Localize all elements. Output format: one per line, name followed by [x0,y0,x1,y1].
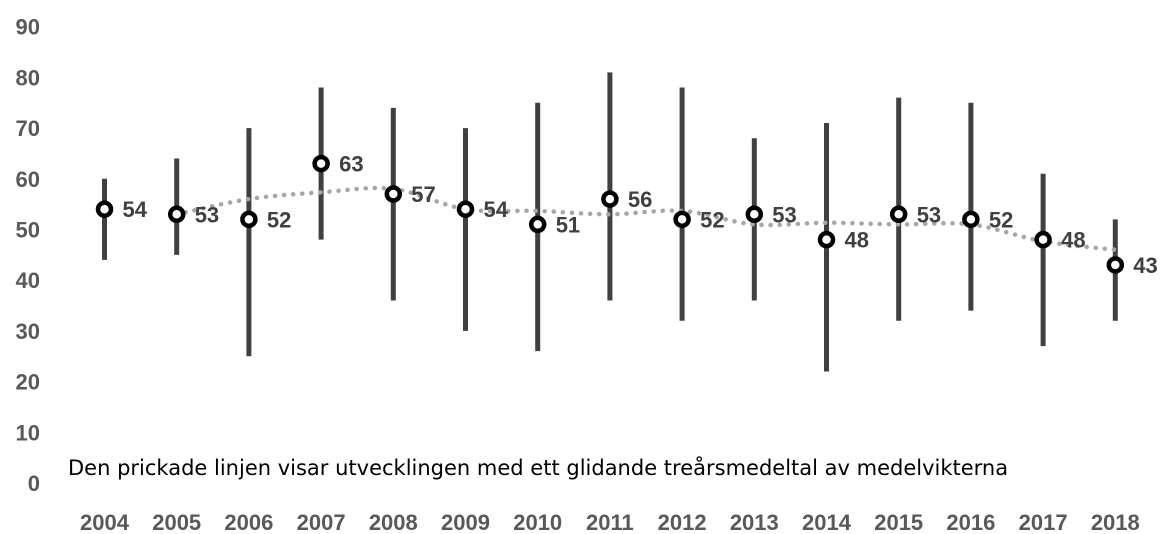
mean-marker [528,215,547,234]
data-label: 53 [772,202,796,227]
chart-annotation: Den prickade linjen visar utvecklingen m… [68,455,1008,480]
mean-marker [1106,256,1125,274]
mean-marker [962,210,980,229]
y-tick-label: 30 [16,319,40,344]
y-tick-label: 0 [28,471,40,496]
data-label: 43 [1133,253,1157,278]
mean-marker [240,210,258,229]
x-tick-label: 2016 [946,510,995,534]
x-tick-label: 2015 [874,510,923,534]
x-tick-label: 2005 [152,510,201,534]
data-label: 51 [556,212,580,237]
mean-marker [456,200,475,218]
mean-markers [95,154,1125,274]
x-tick-label: 2018 [1091,510,1140,534]
mean-marker [889,205,908,224]
mean-marker [673,210,691,229]
x-tick-label: 2013 [730,510,779,534]
data-label: 48 [845,228,869,253]
data-label: 63 [339,152,363,177]
y-tick-label: 40 [16,268,40,293]
data-label: 54 [484,197,509,222]
data-label: 52 [989,207,1013,232]
x-tick-label: 2017 [1019,510,1068,534]
data-label: 54 [123,197,148,222]
data-label: 53 [917,202,941,227]
moving-average-line [174,185,1118,253]
data-label: 56 [628,187,652,212]
x-tick-label: 2014 [802,510,852,534]
x-tick-label: 2011 [586,510,634,534]
x-axis: 2004 2005 2006 2007 2008 2009 2010 2011 2012 2013… [80,510,1140,534]
y-tick-label: 50 [16,218,40,243]
y-tick-label: 80 [16,65,40,90]
x-tick-label: 2008 [369,510,418,534]
x-tick-label: 2010 [513,510,562,534]
mean-marker [384,185,403,203]
y-tick-label: 90 [16,15,40,40]
data-label: 52 [267,207,291,232]
x-tick-label: 2007 [297,510,346,534]
mean-marker [167,205,186,224]
mean-marker [745,205,764,224]
y-tick-label: 60 [16,167,40,192]
range-bars [102,72,1118,372]
data-label: 57 [411,182,435,207]
data-label: 52 [700,207,724,232]
mean-marker [312,154,330,173]
mean-marker [817,230,836,249]
mean-marker [95,200,114,218]
y-tick-label: 20 [16,370,40,395]
y-tick-label: 70 [16,116,40,141]
y-axis: 0 10 20 30 40 50 60 70 80 90 [16,15,40,496]
x-tick-label: 2004 [80,510,130,534]
mean-marker [1034,230,1052,249]
x-tick-label: 2006 [224,510,273,534]
x-tick-label: 2009 [441,510,490,534]
x-tick-label: 2012 [658,510,707,534]
data-labels: 54 53 52 63 57 54 51 56 52 53 48 53 52 48 43 [123,152,1158,278]
data-label: 48 [1061,228,1085,253]
data-label: 53 [195,202,219,227]
mean-marker [601,190,619,208]
y-tick-label: 10 [16,420,40,445]
